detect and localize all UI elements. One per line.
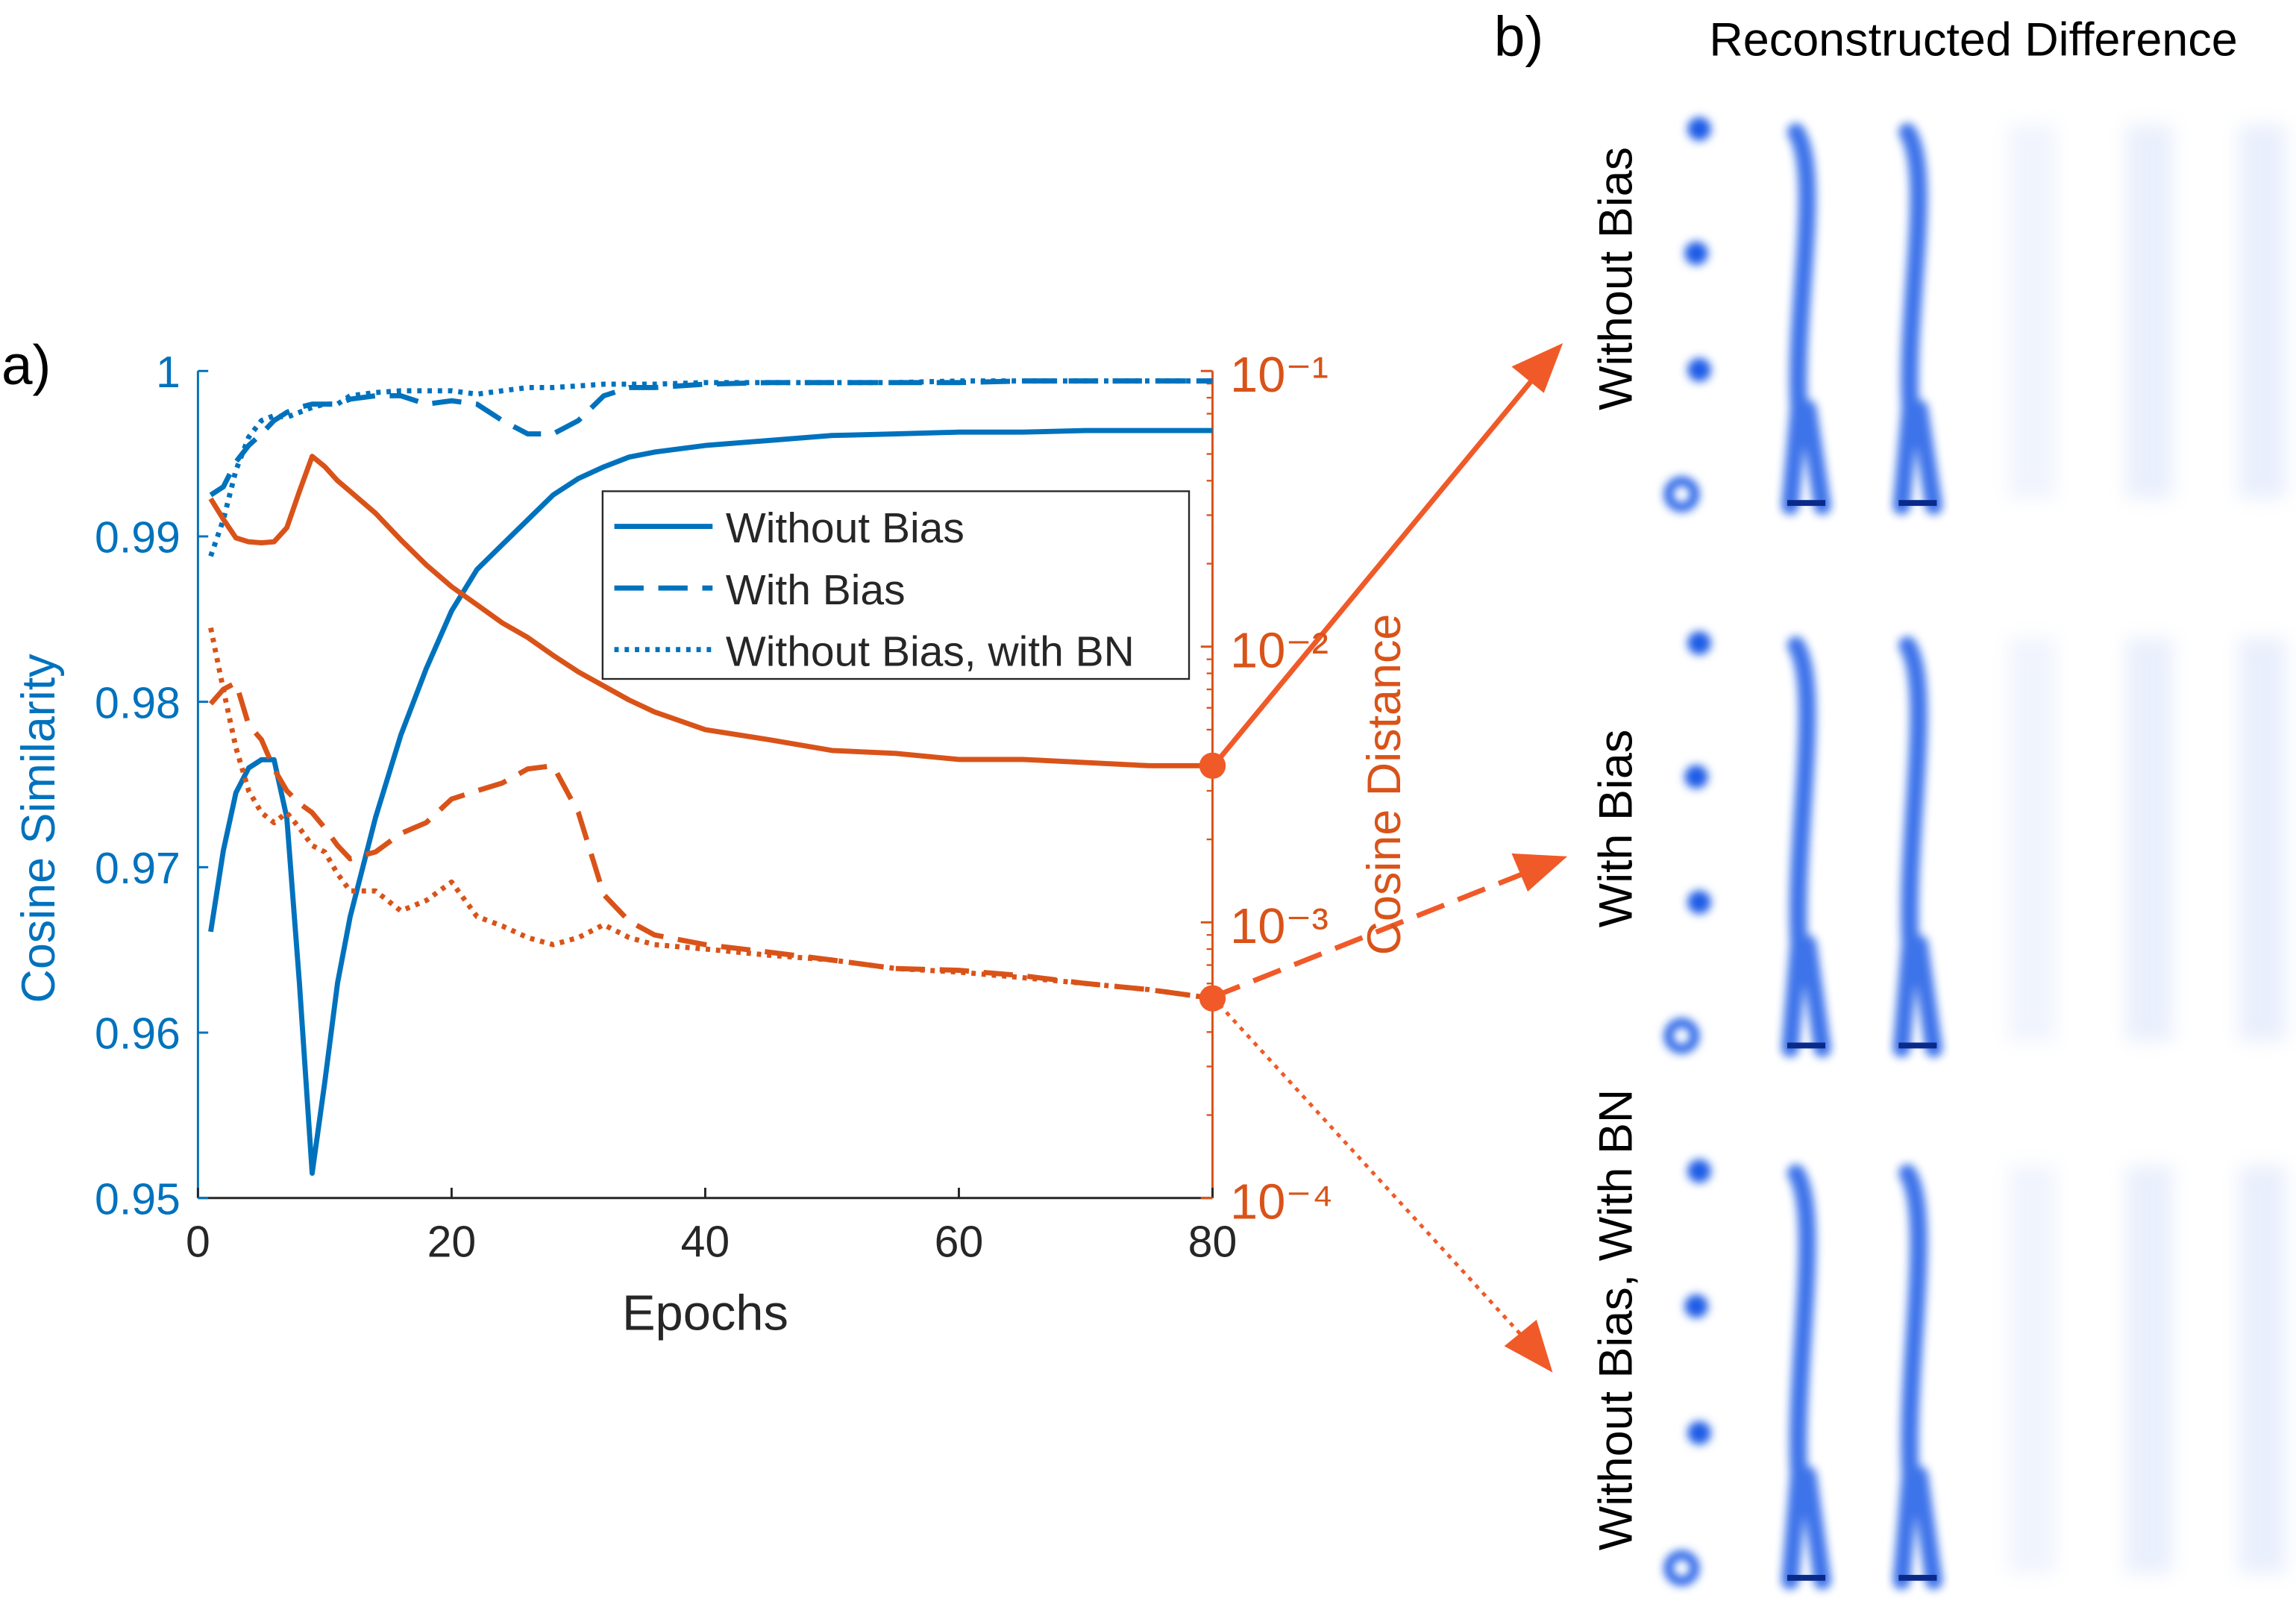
series-line (209, 378, 1213, 498)
x-tick-label: 0 (186, 1218, 210, 1266)
image-faint (2239, 1165, 2286, 1573)
y2-tick-label: 10⁻⁴ (1230, 1174, 1333, 1230)
image-base (1898, 1574, 1937, 1581)
plot: 0 20 40 60 80 0.95 0.96 0.97 0.98 0.99 1 10⁻⁴ 10⁻³ 10… (13, 348, 1411, 1341)
y-tick-label: 0.98 (95, 679, 181, 727)
image-blob (1687, 117, 1711, 141)
image-blob (1684, 765, 1708, 789)
image-base (1787, 1042, 1826, 1049)
image-title: Reconstructed Difference (1709, 14, 2237, 66)
y2-tick-label: 10⁻³ (1230, 899, 1329, 954)
image-faint (2239, 637, 2286, 1042)
arrowhead (1504, 1319, 1553, 1373)
y2-axis-label: Cosine Distance (1358, 614, 1411, 956)
y-axis-label: Cosine Similarity (13, 654, 65, 1003)
arrow (1211, 995, 1525, 1339)
y-tick-label: 1 (156, 348, 181, 397)
arrows (1210, 342, 1568, 1373)
x-tick-label: 60 (935, 1218, 984, 1266)
image-blob (1687, 631, 1711, 655)
y2-tick-label: 10⁻² (1230, 623, 1329, 678)
image-ring (1663, 476, 1700, 513)
image-faint (2239, 125, 2286, 499)
image-faint (2125, 125, 2173, 499)
x-tick-label: 20 (427, 1218, 477, 1266)
row-label: Without Bias, With BN (1590, 1089, 1643, 1550)
arrowhead (1511, 342, 1563, 393)
y-tick-label: 0.99 (95, 514, 181, 563)
image-ring (1663, 1550, 1700, 1586)
image-faint (2125, 637, 2173, 1042)
series-line (208, 627, 1213, 1001)
legend-label: With Bias (726, 566, 906, 614)
series-line (208, 454, 1213, 768)
image-base (1787, 500, 1826, 507)
image-blob (1687, 890, 1711, 914)
image-base (1898, 1042, 1937, 1049)
image-faint (2008, 1165, 2056, 1573)
y-tick-label: 0.97 (95, 845, 181, 893)
panel-label: b) (1494, 5, 1543, 68)
image-blob (1687, 358, 1711, 382)
x-tick-label: 80 (1188, 1218, 1238, 1266)
legend-label: Without Bias (726, 504, 964, 552)
image-blob (1687, 1159, 1711, 1183)
x-tick-label: 40 (681, 1218, 730, 1266)
y2-tick-label: 10⁻¹ (1230, 348, 1329, 403)
y-tick-label: 0.96 (95, 1010, 181, 1059)
arrow (1211, 870, 1528, 1000)
arrow (1210, 376, 1536, 769)
image-blob (1684, 241, 1708, 266)
endpoint-marker (1199, 985, 1226, 1012)
image-blob (1684, 1294, 1708, 1318)
series-line (208, 680, 1213, 1001)
image-panel: Without Bias With Bias Without Bias, With … (1590, 117, 2286, 1590)
row-label: With Bias (1590, 730, 1643, 928)
image-faint (2008, 637, 2056, 1042)
arrowhead (1511, 853, 1568, 892)
endpoint-marker (1199, 752, 1226, 780)
image-base (1898, 500, 1937, 507)
y-tick-label: 0.95 (95, 1175, 181, 1224)
image-faint (2125, 1165, 2173, 1573)
row-label: Without Bias (1590, 147, 1643, 410)
x-axis-label: Epochs (622, 1286, 788, 1341)
panel-label: a) (1, 333, 51, 396)
legend-label: Without Bias, with BN (726, 627, 1135, 675)
image-ring (1663, 1018, 1700, 1054)
image-faint (2008, 125, 2056, 499)
image-base (1787, 1574, 1826, 1581)
image-blob (1687, 1421, 1711, 1445)
